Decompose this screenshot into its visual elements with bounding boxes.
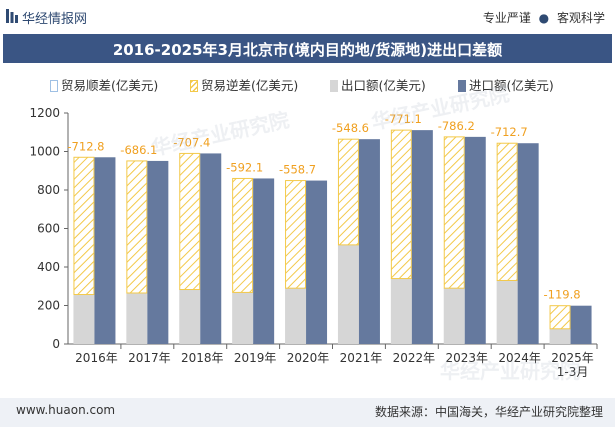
export-bar bbox=[179, 289, 201, 344]
import-bar bbox=[306, 180, 328, 344]
plot-area: 0 200 400 600 800 1000 1200 -712.8 2016年 -686.1 20… bbox=[29, 106, 598, 379]
x-tick-label: 2025年 bbox=[551, 351, 594, 365]
deficit-data-label: -548.6 bbox=[332, 121, 369, 135]
x-tick-label: 1-3月 bbox=[557, 365, 589, 379]
footer-source: 数据来源：中国海关，华经产业研究院整理 bbox=[374, 405, 603, 419]
deficit-data-label: -712.8 bbox=[67, 139, 104, 153]
x-tick-label: 2016年 bbox=[75, 351, 118, 365]
legend-item-deficit: 贸易逆差(亿美元) bbox=[190, 75, 298, 94]
brand-logo-icon bbox=[6, 9, 18, 23]
y-tick-label: 600 bbox=[37, 222, 60, 236]
deficit-data-label: -707.4 bbox=[173, 135, 210, 149]
deficit-bar bbox=[126, 160, 148, 294]
y-tick-label: 1000 bbox=[29, 145, 60, 159]
deficit-bar bbox=[443, 136, 465, 289]
deficit-data-label: -686.1 bbox=[120, 143, 157, 157]
brand-name: 华经情报网 bbox=[22, 12, 88, 27]
export-bar bbox=[73, 294, 95, 344]
x-tick-label: 2024年 bbox=[498, 351, 541, 365]
legend-swatch-export bbox=[330, 80, 338, 92]
import-bar bbox=[517, 143, 539, 344]
brand-tags: 专业严谨 ● 客观科学 bbox=[483, 9, 605, 26]
legend-label-export: 出口额(亿美元) bbox=[341, 78, 426, 93]
import-bar bbox=[464, 136, 486, 344]
title-bar: 2016-2025年3月北京市(境内目的地/货源地)进出口差额 bbox=[3, 34, 612, 63]
y-tick-label: 200 bbox=[37, 299, 60, 313]
export-bar bbox=[443, 288, 465, 344]
import-bar bbox=[200, 153, 222, 344]
deficit-data-label: -592.1 bbox=[226, 160, 263, 174]
deficit-bar bbox=[232, 177, 254, 293]
export-bar bbox=[285, 288, 307, 344]
export-bar bbox=[232, 292, 254, 344]
import-bar bbox=[94, 157, 116, 344]
legend-item-export: 出口额(亿美元) bbox=[330, 75, 426, 94]
deficit-bar bbox=[285, 180, 307, 289]
deficit-data-label: -558.7 bbox=[279, 163, 316, 177]
legend-swatch-deficit bbox=[190, 80, 198, 92]
deficit-bar bbox=[390, 129, 412, 280]
legend-item-surplus: 贸易顺差(亿美元) bbox=[50, 75, 158, 94]
deficit-data-label: -786.2 bbox=[438, 119, 475, 133]
import-bar bbox=[411, 130, 433, 344]
y-tick-label: 800 bbox=[37, 183, 60, 197]
export-bar bbox=[496, 280, 518, 344]
legend-item-import: 进口额(亿美元) bbox=[458, 75, 554, 94]
export-bar bbox=[390, 278, 412, 344]
export-bar bbox=[126, 292, 148, 344]
x-tick-label: 2021年 bbox=[340, 351, 383, 365]
x-tick-label: 2023年 bbox=[445, 351, 488, 365]
y-tick-label: 0 bbox=[52, 337, 60, 351]
y-tick-label: 400 bbox=[37, 260, 60, 274]
legend-swatch-import bbox=[458, 80, 466, 92]
deficit-bar bbox=[73, 156, 95, 296]
top-bar: 华经情报网 专业严谨 ● 客观科学 bbox=[0, 0, 615, 34]
legend-label-surplus: 贸易顺差(亿美元) bbox=[61, 78, 159, 93]
legend-label-deficit: 贸易逆差(亿美元) bbox=[201, 78, 299, 93]
deficit-data-label: -119.8 bbox=[544, 288, 581, 302]
deficit-bar bbox=[496, 142, 518, 281]
chart-title: 2016-2025年3月北京市(境内目的地/货源地)进出口差额 bbox=[112, 41, 503, 59]
footer-bar: www.huaon.com 数据来源：中国海关，华经产业研究院整理 bbox=[0, 398, 615, 427]
x-tick-label: 2019年 bbox=[234, 351, 277, 365]
import-bar bbox=[570, 305, 592, 344]
tag-professional: 专业严谨 bbox=[482, 11, 531, 25]
legend-label-import: 进口额(亿美元) bbox=[469, 78, 554, 93]
import-bar bbox=[147, 160, 169, 344]
tag-separator-dot: ● bbox=[538, 11, 550, 25]
deficit-data-label: -771.1 bbox=[385, 112, 422, 126]
tag-objective: 客观科学 bbox=[556, 11, 605, 25]
import-bar bbox=[253, 178, 275, 344]
deficit-bar bbox=[337, 138, 359, 246]
deficit-data-label: -712.7 bbox=[491, 125, 528, 139]
export-bar bbox=[549, 328, 571, 344]
y-tick-label: 1200 bbox=[29, 106, 60, 120]
export-bar bbox=[337, 244, 359, 344]
bar-chart: 0 200 400 600 800 1000 1200 -712.8 2016年 -686.1 20… bbox=[29, 106, 598, 379]
deficit-bar bbox=[179, 152, 201, 291]
x-tick-label: 2018年 bbox=[181, 351, 224, 365]
x-tick-label: 2017年 bbox=[128, 351, 171, 365]
footer-site-link[interactable]: www.huaon.com bbox=[16, 403, 116, 417]
x-tick-label: 2020年 bbox=[287, 351, 330, 365]
x-tick-label: 2022年 bbox=[393, 351, 436, 365]
legend-swatch-surplus bbox=[50, 80, 58, 92]
deficit-bar bbox=[549, 305, 571, 330]
import-bar bbox=[358, 139, 380, 344]
